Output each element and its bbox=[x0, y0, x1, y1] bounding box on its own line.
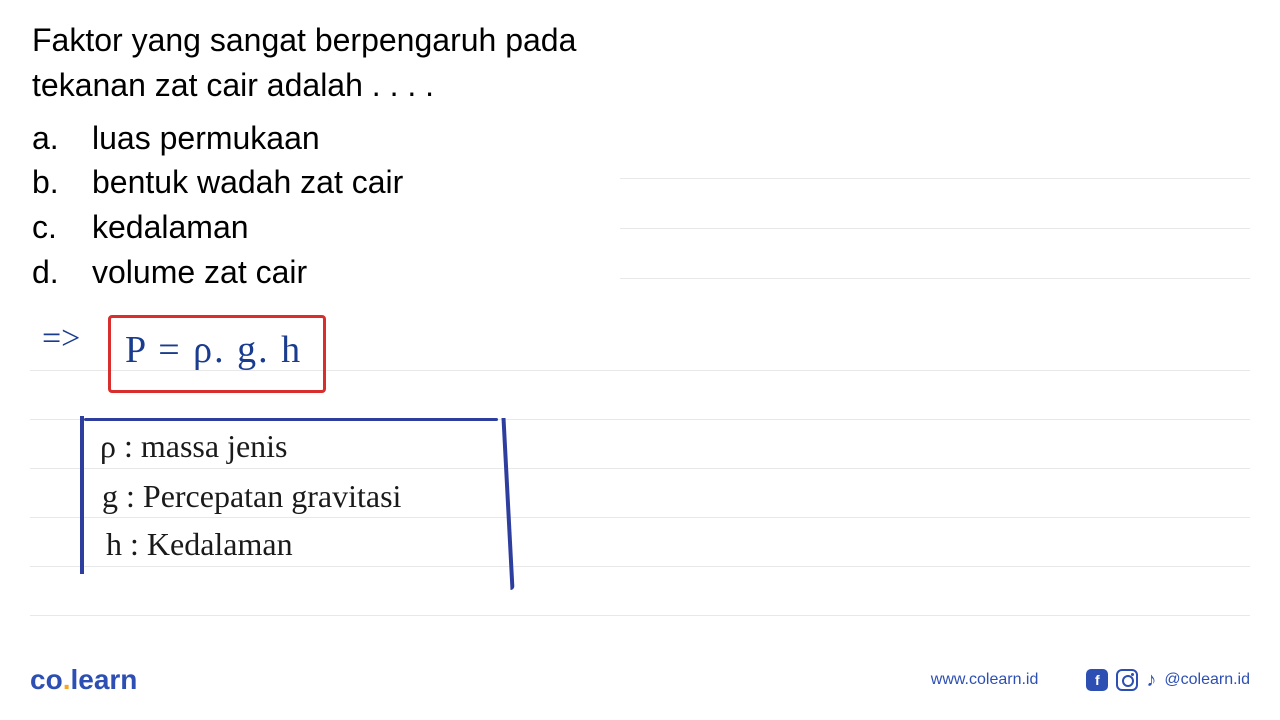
option-c-label: c. bbox=[32, 205, 92, 250]
question-line-2: tekanan zat cair adalah . . . . bbox=[32, 63, 1250, 108]
tiktok-icon: ♪ bbox=[1146, 669, 1156, 692]
footer: co.learn www.colearn.id f ♪ @colearn.id bbox=[30, 664, 1250, 696]
option-d-label: d. bbox=[32, 250, 92, 295]
footer-right: www.colearn.id f ♪ @colearn.id bbox=[931, 669, 1250, 692]
logo: co.learn bbox=[30, 664, 137, 696]
legend-h: h : Kedalaman bbox=[106, 526, 293, 563]
option-a-text: luas permukaan bbox=[92, 116, 320, 161]
content-area: Faktor yang sangat berpengaruh pada teka… bbox=[32, 18, 1250, 295]
option-c-text: kedalaman bbox=[92, 205, 249, 250]
option-a: a. luas permukaan bbox=[32, 116, 1250, 161]
facebook-icon: f bbox=[1086, 669, 1108, 691]
option-d: d. volume zat cair bbox=[32, 250, 1250, 295]
footer-handle: @colearn.id bbox=[1164, 671, 1250, 689]
instagram-icon bbox=[1116, 669, 1138, 691]
option-a-label: a. bbox=[32, 116, 92, 161]
formula-expression: P = ρ. g. h bbox=[125, 328, 302, 372]
logo-co: co bbox=[30, 664, 63, 695]
formula-arrow-area: => bbox=[42, 320, 80, 358]
legend-rho: ρ : massa jenis bbox=[100, 428, 288, 465]
option-c: c. kedalaman bbox=[32, 205, 1250, 250]
question-line-1: Faktor yang sangat berpengaruh pada bbox=[32, 18, 1250, 63]
blue-box-top-border bbox=[84, 418, 498, 421]
option-d-text: volume zat cair bbox=[92, 250, 307, 295]
option-b: b. bentuk wadah zat cair bbox=[32, 160, 1250, 205]
legend-g: g : Percepatan gravitasi bbox=[102, 478, 401, 515]
logo-learn: learn bbox=[70, 664, 137, 695]
implies-arrow: => bbox=[42, 320, 80, 358]
blue-box-left-border bbox=[80, 416, 84, 574]
options-list: a. luas permukaan b. bentuk wadah zat ca… bbox=[32, 116, 1250, 295]
option-b-text: bentuk wadah zat cair bbox=[92, 160, 403, 205]
option-b-label: b. bbox=[32, 160, 92, 205]
footer-url: www.colearn.id bbox=[931, 671, 1039, 689]
